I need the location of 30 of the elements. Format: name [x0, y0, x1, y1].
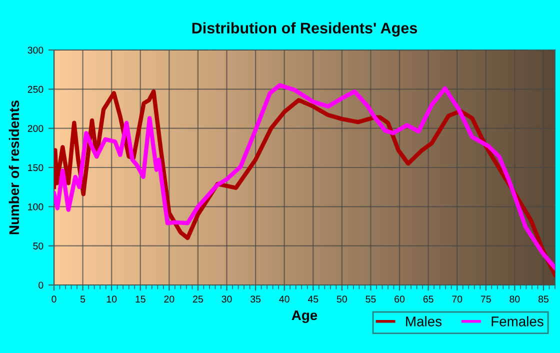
x-tick-label: 20	[164, 296, 174, 303]
x-tick-label: 0	[52, 296, 56, 303]
x-tick-label: 65	[423, 296, 434, 303]
y-axis-title: Number of residents	[8, 100, 20, 234]
legend-label: Females	[492, 316, 544, 326]
x-tick-label: 60	[394, 296, 405, 303]
x-tick-label: 45	[308, 296, 318, 303]
x-tick-label: 40	[279, 296, 290, 303]
x-tick-label: 75	[480, 296, 491, 303]
x-tick-label: 70	[452, 296, 462, 303]
x-tick-label: 85	[538, 296, 548, 303]
x-tick-label: 25	[193, 296, 203, 303]
y-tick-label: 300	[28, 46, 44, 54]
x-tick-label: 30	[222, 296, 232, 303]
y-tick-label: 250	[28, 86, 44, 93]
x-tick-label: 15	[136, 296, 146, 303]
x-tick-label: 10	[106, 296, 117, 303]
y-tick-label: 150	[28, 164, 44, 172]
x-axis-title: Age	[292, 310, 318, 323]
y-tick-label: 50	[33, 242, 44, 250]
x-tick-label: 5	[80, 296, 86, 303]
legend-label: Males	[406, 316, 442, 326]
x-tick-label: 50	[336, 296, 347, 303]
chart-title: Distribution of Residents' Ages	[192, 22, 418, 37]
y-tick-label: 0	[38, 282, 44, 289]
y-tick-label: 100	[28, 203, 44, 210]
x-tick-label: 80	[510, 296, 520, 303]
x-tick-label: 55	[366, 296, 376, 303]
y-tick-label: 200	[28, 125, 44, 132]
x-tick-label: 35	[250, 296, 261, 303]
